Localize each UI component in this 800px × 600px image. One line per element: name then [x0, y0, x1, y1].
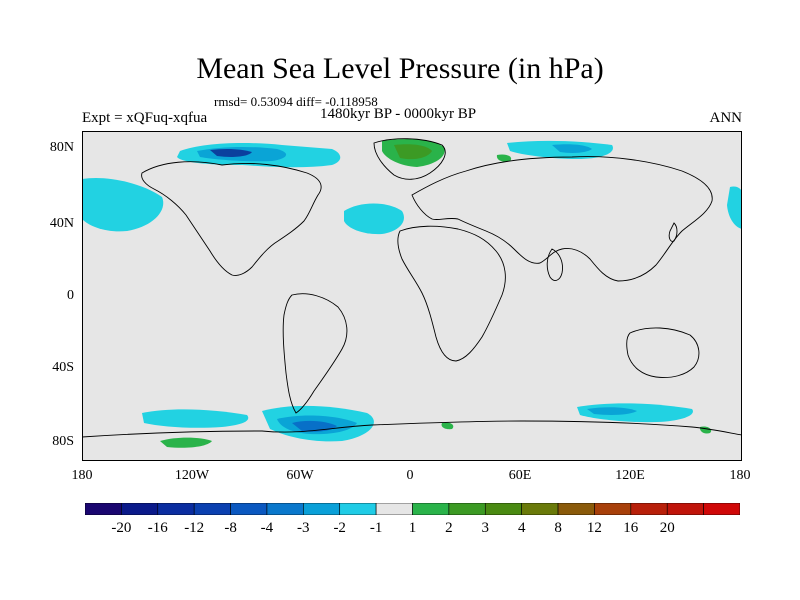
colorbar-label: 1 [408, 520, 417, 536]
coast-india [546, 248, 563, 281]
coast-south-america [282, 293, 348, 414]
lon-tick-60w: 60W [286, 468, 314, 483]
colorbar-swatch [121, 503, 159, 515]
colorbar-label: 16 [623, 520, 639, 536]
anomaly-north-pacific-west [82, 177, 164, 232]
colorbar-label: -20 [111, 520, 132, 536]
rmsd-diff-stats: rmsd= 0.53094 diff= -0.118958 [214, 94, 378, 109]
colorbar-swatch [484, 503, 522, 515]
anomaly-siberia-green [496, 154, 512, 162]
coast-north-america [141, 161, 322, 276]
colorbar-swatch [375, 503, 413, 515]
coast-antarctica [82, 420, 742, 438]
lon-tick-0: 0 [406, 468, 414, 483]
colorbar-swatch [557, 503, 595, 515]
anomaly-southern-ocean-indian-mid [587, 407, 637, 415]
colorbar-label: -16 [147, 520, 168, 536]
colorbar-swatch [412, 503, 450, 515]
anomaly-north-siberia-mid [552, 144, 592, 153]
anomaly-southern-ocean-pacific [142, 409, 249, 428]
lat-tick-40n: 40N [49, 216, 74, 231]
coast-eurasia [411, 156, 713, 282]
coast-australia [626, 327, 700, 378]
colorbar-swatch [594, 503, 632, 515]
anomaly-southern-ocean-green-west [160, 437, 212, 448]
coast-africa [397, 225, 506, 362]
time-period: 1480kyr BP - 0000kyr BP [320, 106, 477, 122]
colorbar-label: -8 [224, 520, 237, 536]
colorbar-swatch [303, 503, 341, 515]
colorbar-label: 12 [586, 520, 602, 536]
colorbar-swatch [193, 503, 231, 515]
lat-tick-80s: 80S [52, 434, 74, 449]
lon-tick-60e: 60E [508, 468, 532, 483]
coast-greenland [373, 138, 446, 180]
anomaly-arctic-dark [210, 148, 252, 157]
colorbar-label: -1 [369, 520, 383, 536]
coastlines [82, 138, 742, 438]
season-label: ANN [709, 110, 743, 126]
colorbar-swatch [157, 503, 195, 515]
plot-title: Mean Sea Level Pressure (in hPa) [196, 52, 604, 85]
colorbar-label: 3 [481, 520, 490, 536]
coast-japan [668, 222, 678, 242]
map-panel [82, 131, 742, 461]
map-frame [82, 131, 742, 461]
colorbar-swatch [666, 503, 704, 515]
anomaly-north-pacific-east [727, 186, 742, 229]
colorbar-swatch [339, 503, 377, 515]
lon-tick-180e: 180 [729, 468, 751, 483]
colorbar-label: 8 [554, 520, 562, 536]
colorbar-swatch [230, 503, 268, 515]
colorbar-label: -4 [260, 520, 274, 536]
colorbar-label: 2 [445, 520, 453, 536]
colorbar-label: 4 [517, 520, 526, 536]
colorbar-label: 20 [659, 520, 675, 536]
colorbar-swatch [448, 503, 486, 515]
lon-tick-120w: 120W [174, 468, 210, 483]
colorbar-swatch [521, 503, 559, 515]
colorbar-swatch [266, 503, 304, 515]
colorbar-label: -3 [297, 520, 310, 536]
lon-tick-120e: 120E [615, 468, 645, 483]
anomaly-greenland-darkgreen [394, 144, 432, 160]
anomaly-southern-ocean-green-mid [441, 422, 454, 430]
lat-tick-0: 0 [67, 288, 74, 303]
anomaly-north-atlantic [344, 203, 404, 235]
lat-tick-80n: 80N [49, 140, 74, 155]
experiment-label: Expt = xQFuq-xqfua [82, 110, 208, 126]
colorbar-swatch [630, 503, 668, 515]
colorbar [85, 503, 740, 515]
colorbar-swatch [85, 503, 122, 515]
colorbar-label: -2 [333, 520, 346, 536]
lon-tick-180w: 180 [71, 468, 93, 483]
colorbar-swatch [703, 503, 740, 515]
lat-tick-40s: 40S [52, 360, 74, 375]
pressure-anomaly-fields [82, 139, 742, 448]
colorbar-label: -12 [184, 520, 205, 536]
